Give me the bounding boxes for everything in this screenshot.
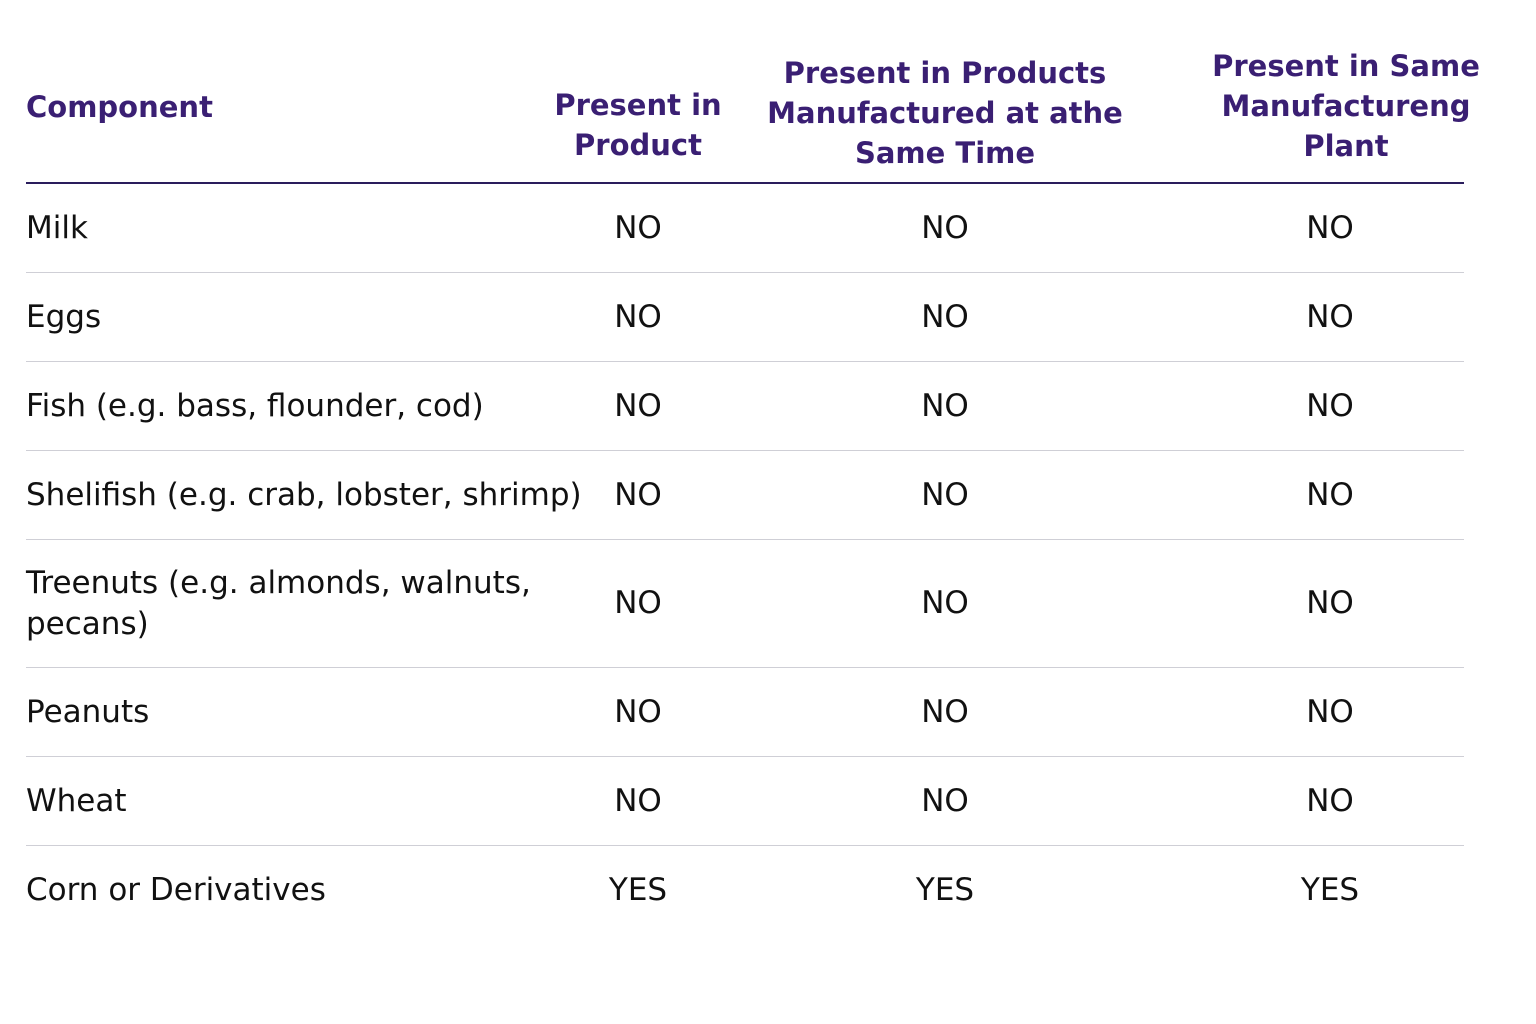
table-row: Peanuts NO NO NO [26, 668, 1464, 757]
cell-component: Wheat [26, 782, 127, 819]
cell-present-same-time: NO [921, 693, 969, 730]
table-row: Milk NO NO NO [26, 184, 1464, 273]
header-present-in-product-label: Present in Product [554, 88, 722, 162]
header-present-same-plant: Present in Same Manufactureng Plant [1196, 46, 1480, 166]
cell-present-in-product: NO [614, 693, 662, 730]
cell-component: Shelifish (e.g. crab, lobster, shrimp) [26, 476, 582, 513]
cell-present-same-time: NO [921, 476, 969, 513]
table-row: Shelifish (e.g. crab, lobster, shrimp) N… [26, 451, 1464, 540]
cell-present-same-plant: NO [1306, 209, 1354, 246]
allergen-table: Component Present in Product Present in … [26, 30, 1480, 934]
cell-present-same-time: YES [915, 871, 975, 908]
table-row: Eggs NO NO NO [26, 273, 1464, 362]
table-header-row: Component Present in Product Present in … [26, 30, 1480, 184]
cell-component: Corn or Derivatives [26, 871, 326, 908]
cell-present-same-plant: NO [1306, 387, 1354, 424]
header-component-label: Component [26, 90, 213, 124]
cell-present-in-product: NO [614, 209, 662, 246]
cell-component: Milk [26, 209, 88, 246]
cell-present-in-product: NO [614, 585, 662, 621]
cell-present-same-plant: NO [1306, 298, 1354, 335]
cell-present-same-plant: NO [1306, 782, 1354, 819]
header-component: Component [26, 85, 582, 127]
table-row: Fish (e.g. bass, flounder, cod) NO NO NO [26, 362, 1464, 451]
cell-component: Treenuts (e.g. almonds, walnuts, pecans) [26, 564, 531, 642]
cell-present-same-time: NO [921, 585, 969, 621]
cell-present-in-product: NO [614, 387, 662, 424]
header-present-in-product: Present in Product [554, 47, 721, 165]
table-row: Wheat NO NO NO [26, 757, 1464, 846]
header-present-same-time-label: Present in Products Manufactured at athe… [767, 56, 1123, 170]
cell-component: Eggs [26, 298, 102, 335]
table-row: Treenuts (e.g. almonds, walnuts, pecans)… [26, 540, 1464, 668]
cell-component: Fish (e.g. bass, flounder, cod) [26, 387, 484, 424]
cell-present-same-time: NO [921, 387, 969, 424]
cell-present-same-plant: NO [1306, 585, 1354, 621]
cell-present-same-plant: YES [1300, 871, 1360, 908]
table-row: Corn or Derivatives YES YES YES [26, 846, 1464, 934]
cell-present-in-product: YES [608, 871, 668, 908]
cell-component: Peanuts [26, 693, 150, 730]
cell-present-same-time: NO [921, 209, 969, 246]
cell-present-same-plant: NO [1306, 693, 1354, 730]
cell-present-same-time: NO [921, 782, 969, 819]
header-present-same-time: Present in Products Manufactured at athe… [694, 39, 1196, 173]
cell-present-same-plant: NO [1306, 476, 1354, 513]
cell-present-same-time: NO [921, 298, 969, 335]
cell-present-in-product: NO [614, 298, 662, 335]
cell-present-in-product: NO [614, 476, 662, 513]
header-present-same-plant-label: Present in Same Manufactureng Plant [1212, 49, 1480, 163]
cell-present-in-product: NO [614, 782, 662, 819]
